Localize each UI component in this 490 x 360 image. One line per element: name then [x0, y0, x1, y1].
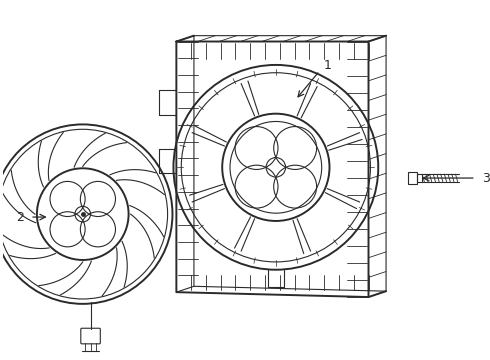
Text: 1: 1 [323, 59, 331, 72]
Text: 3: 3 [482, 172, 490, 185]
Text: 2: 2 [16, 211, 24, 224]
Bar [408, 172, 417, 184]
Bar [417, 174, 422, 182]
